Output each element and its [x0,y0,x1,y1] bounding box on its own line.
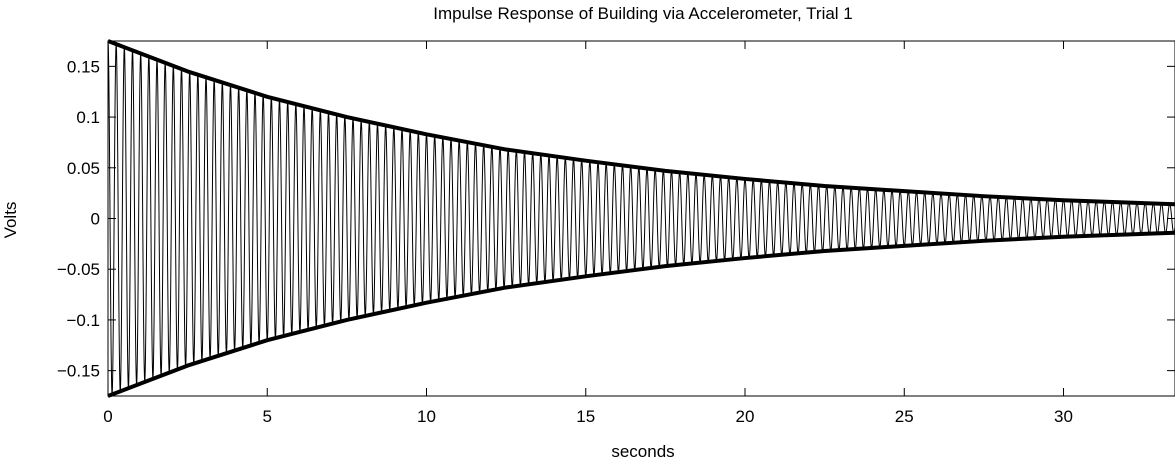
x-tick-label: 0 [103,407,112,426]
series-signal [107,40,1175,395]
series-layer [107,39,1175,398]
y-tick-label: −0.15 [57,362,100,381]
chart-title: Impulse Response of Building via Acceler… [433,4,853,23]
x-tick-label: 20 [736,407,755,426]
y-tick-label: −0.1 [66,311,100,330]
plot-frame [107,40,1175,397]
x-axis: 0 5 10 15 20 25 30 [103,41,1073,426]
series-upper-envelope [107,39,1175,207]
y-axis: 0.15 0.1 0.05 0 −0.05 −0.1 −0.15 [57,57,1175,381]
y-axis-label: Volts [1,202,20,239]
x-axis-label: seconds [611,442,674,461]
x-tick-label: 5 [263,407,272,426]
x-tick-label: 25 [895,407,914,426]
x-tick-label: 15 [576,407,595,426]
y-tick-label: 0 [91,210,100,229]
y-tick-label: 0.1 [76,108,100,127]
x-tick-label: 30 [1054,407,1073,426]
y-tick-label: 0.05 [67,159,100,178]
y-tick-label: 0.15 [67,57,100,76]
series-lower-envelope [107,230,1175,398]
y-tick-label: −0.05 [57,260,100,279]
plot-area [107,39,1175,398]
x-tick-label: 10 [417,407,436,426]
